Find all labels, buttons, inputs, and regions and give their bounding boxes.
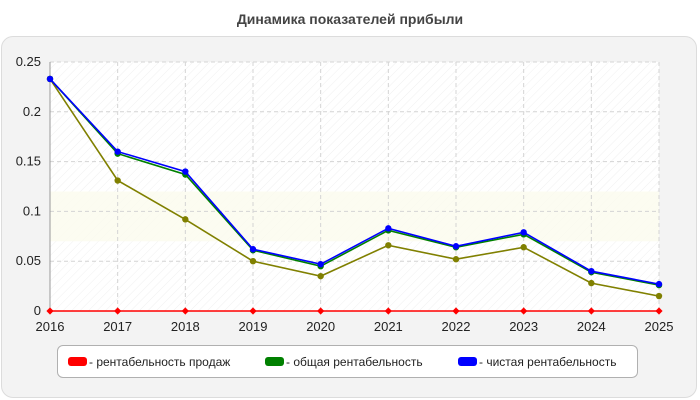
x-tick-label: 2020: [306, 319, 335, 334]
legend-item: - рентабельность продаж: [68, 354, 230, 370]
x-tick-label: 2023: [509, 319, 538, 334]
data-point: [181, 307, 189, 315]
data-point: [385, 225, 392, 232]
data-point: [452, 256, 460, 263]
x-tick-label: 2016: [36, 319, 65, 334]
data-point: [249, 258, 257, 265]
y-tick-label: 0: [34, 303, 41, 318]
data-point: [384, 307, 392, 315]
plot-area-band: [50, 191, 659, 242]
data-point: [317, 260, 324, 268]
data-point: [655, 307, 663, 315]
legend-label: - чистая рентабельность: [479, 355, 617, 369]
data-point: [114, 148, 121, 155]
series-line: [49, 78, 660, 286]
legend-item: - чистая рентабельность: [458, 354, 616, 370]
data-point: [655, 292, 663, 300]
y-tick-label: 0.1: [23, 203, 41, 218]
x-tick-label: 2024: [577, 319, 606, 334]
y-tick-label: 0.2: [23, 104, 41, 119]
data-point: [46, 75, 54, 83]
data-point: [588, 267, 595, 275]
x-tick-label: 2018: [171, 319, 200, 334]
data-point: [182, 216, 189, 223]
legend-label: - общая рентабельность: [286, 355, 423, 369]
series-line: [49, 78, 660, 297]
data-point: [587, 307, 595, 315]
data-point: [588, 279, 595, 287]
data-point: [452, 307, 460, 315]
legend-label: - рентабельность продаж: [89, 355, 231, 369]
series-2: [46, 75, 663, 288]
series-line: [49, 78, 660, 285]
y-tick-label: 0.15: [16, 154, 41, 169]
legend-item: - общая рентабельность: [265, 354, 423, 370]
data-point: [452, 243, 460, 250]
data-point: [249, 307, 257, 315]
x-tick-label: 2025: [645, 319, 674, 334]
data-point: [114, 307, 122, 315]
data-point: [520, 229, 527, 236]
legend-swatch: [68, 357, 87, 367]
x-tick-label: 2017: [103, 319, 132, 334]
legend-swatch: [458, 357, 477, 367]
y-tick-label: 0.25: [16, 54, 41, 69]
data-point: [317, 307, 325, 315]
x-tick-label: 2022: [442, 319, 471, 334]
legend: - рентабельность продаж - общая рентабель…: [57, 345, 638, 378]
data-point: [317, 272, 324, 280]
data-point: [385, 242, 392, 249]
data-point: [249, 246, 257, 253]
chart-title: Динамика показателей прибыли: [236, 11, 464, 27]
y-tick-label: 0.05: [16, 253, 41, 268]
data-point: [520, 244, 527, 251]
series-0: [46, 307, 663, 315]
legend-swatch: [265, 357, 284, 367]
x-tick-label: 2019: [239, 319, 268, 334]
data-point: [182, 168, 189, 175]
data-point: [46, 307, 54, 315]
plot-area-hatch: [50, 62, 659, 311]
x-tick-label: 2021: [374, 319, 403, 334]
data-point: [520, 307, 528, 315]
data-point: [655, 280, 663, 288]
data-point: [114, 177, 121, 184]
